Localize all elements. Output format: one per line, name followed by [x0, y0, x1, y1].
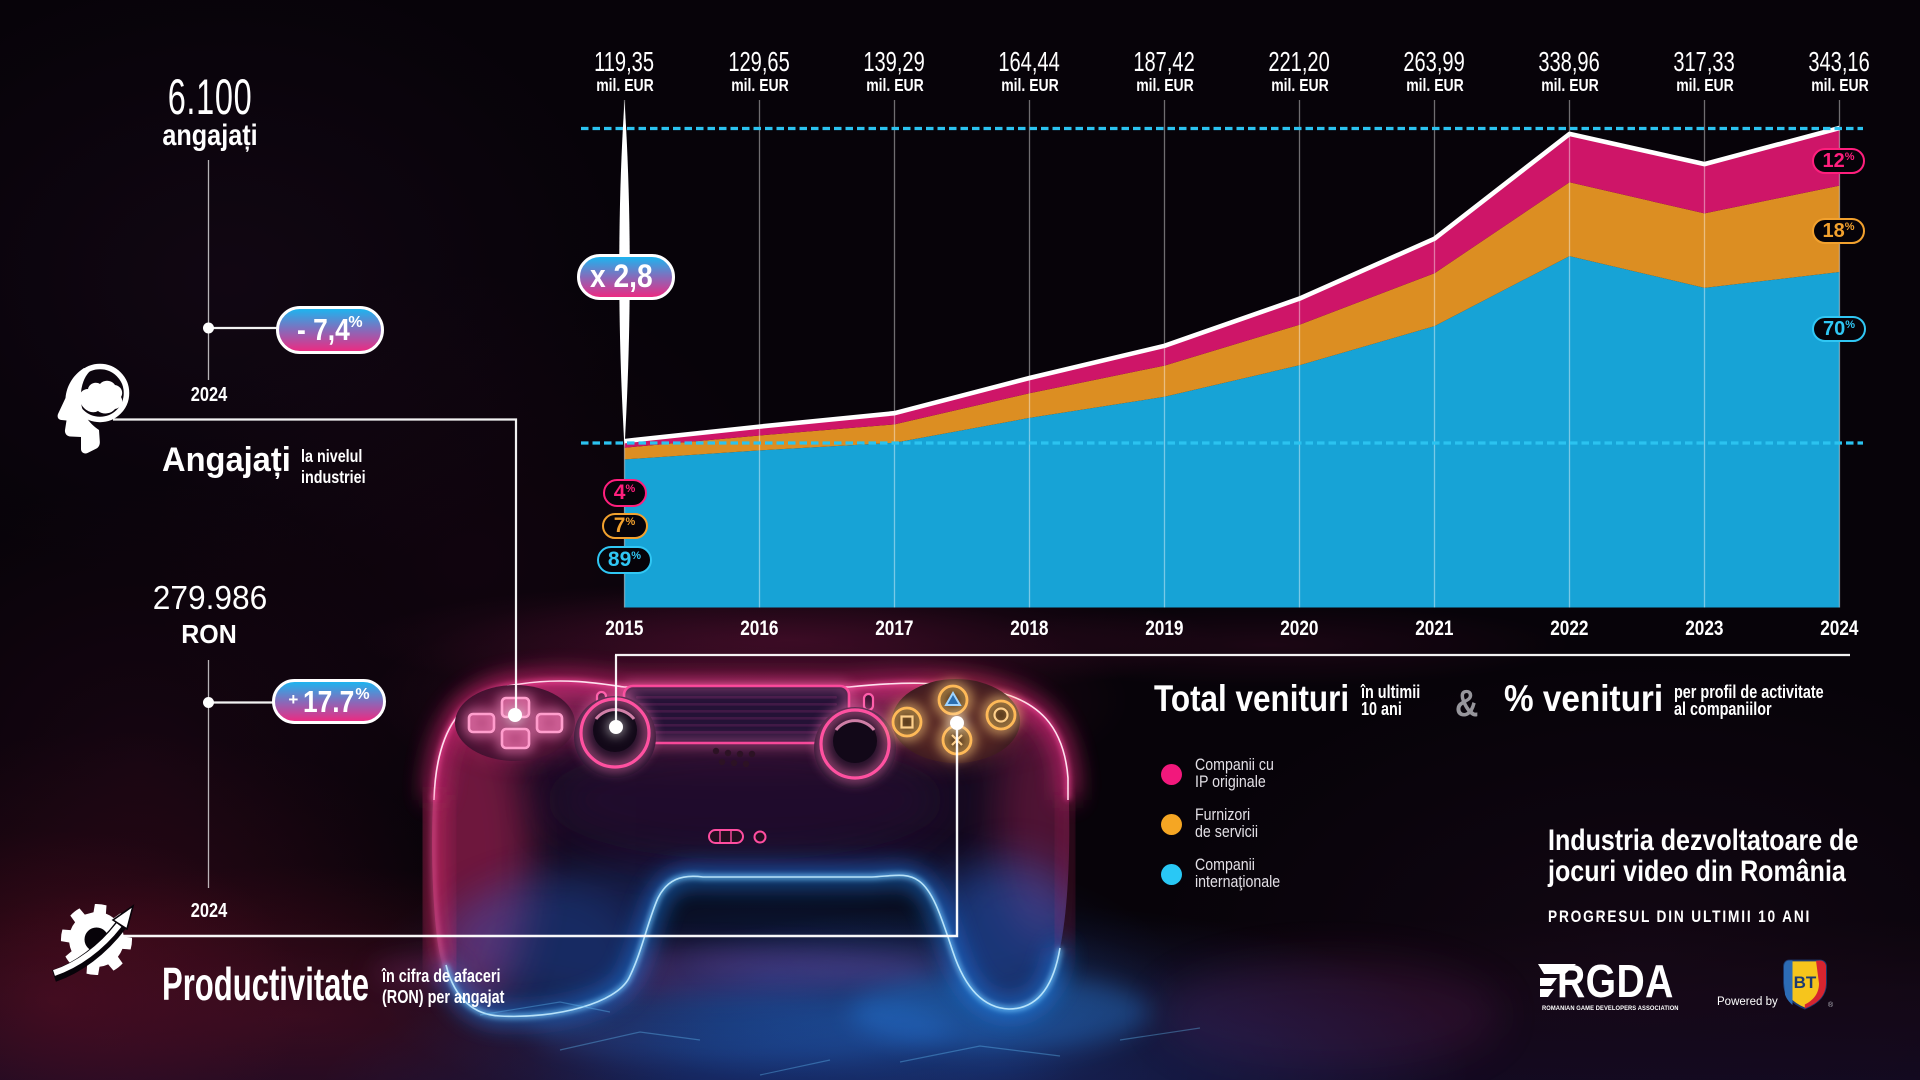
svg-text:®: ®: [1828, 1001, 1834, 1009]
svg-text:BT: BT: [1794, 973, 1817, 992]
